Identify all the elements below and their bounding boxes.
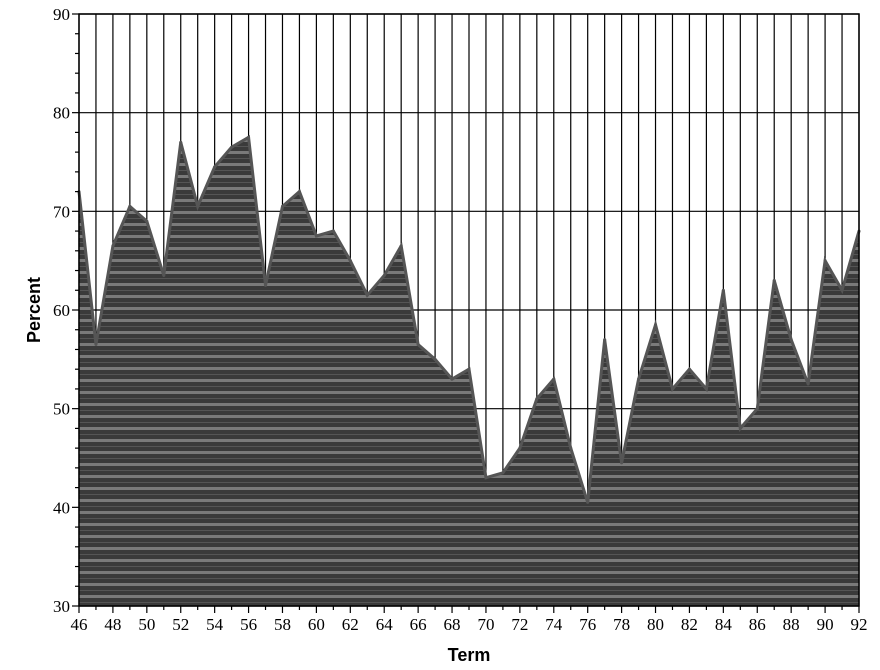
x-tick-label: 74 [545, 615, 563, 634]
data-point [280, 204, 284, 208]
x-tick-label: 58 [274, 615, 291, 634]
data-point [840, 288, 844, 292]
data-point [213, 165, 217, 169]
data-point [569, 446, 573, 450]
y-tick-label: 40 [53, 498, 70, 517]
data-point [162, 273, 166, 277]
x-tick-label: 84 [715, 615, 733, 634]
data-point [196, 204, 200, 208]
data-point [789, 338, 793, 342]
data-point [484, 476, 488, 480]
data-point [179, 140, 183, 144]
x-tick-label: 62 [342, 615, 359, 634]
data-points [77, 135, 861, 504]
x-tick-label: 68 [444, 615, 461, 634]
data-point [264, 283, 268, 287]
data-point [721, 288, 725, 292]
data-point [603, 338, 607, 342]
data-point [331, 229, 335, 233]
data-point [297, 190, 301, 194]
x-tick-label: 76 [579, 615, 596, 634]
y-tick-label: 50 [53, 400, 70, 419]
data-point [128, 204, 132, 208]
x-tick-label: 90 [817, 615, 834, 634]
y-tick-label: 30 [53, 597, 70, 616]
y-tick-label: 80 [53, 104, 70, 123]
data-point [620, 461, 624, 465]
data-point [94, 343, 98, 347]
x-tick-label: 56 [240, 615, 257, 634]
data-point [755, 407, 759, 411]
x-tick-label: 92 [851, 615, 868, 634]
x-axis-ticks: 46 48 50 52 54 56 58 60 62 64 66 68 70 72 74 76 78 80 82 84… [71, 606, 868, 634]
x-tick-label: 88 [783, 615, 800, 634]
data-point [365, 293, 369, 297]
x-tick-label: 70 [477, 615, 494, 634]
data-point [535, 397, 539, 401]
data-point [738, 426, 742, 430]
x-tick-label: 50 [138, 615, 155, 634]
data-point [247, 135, 251, 139]
data-point [772, 278, 776, 282]
x-tick-label: 82 [681, 615, 698, 634]
data-point [467, 367, 471, 371]
x-tick-label: 78 [613, 615, 630, 634]
data-point [518, 446, 522, 450]
data-point [230, 145, 234, 149]
data-point [501, 471, 505, 475]
data-point [348, 259, 352, 263]
y-tick-label: 60 [53, 301, 70, 320]
data-point [399, 244, 403, 248]
data-point [586, 500, 590, 504]
x-axis-title: Term [448, 645, 491, 665]
data-point [450, 377, 454, 381]
x-tick-label: 48 [104, 615, 121, 634]
data-point [637, 377, 641, 381]
x-tick-label: 86 [749, 615, 766, 634]
x-tick-label: 52 [172, 615, 189, 634]
data-point [670, 387, 674, 391]
x-tick-label: 60 [308, 615, 325, 634]
data-point [416, 343, 420, 347]
data-point [145, 219, 149, 223]
x-tick-label: 80 [647, 615, 664, 634]
data-point [382, 273, 386, 277]
data-point [433, 357, 437, 361]
x-tick-label: 66 [410, 615, 427, 634]
data-point [704, 387, 708, 391]
y-axis-ticks: 30 40 50 60 70 80 90 [53, 5, 79, 616]
data-point [823, 259, 827, 263]
y-tick-label: 90 [53, 5, 70, 24]
data-point [806, 382, 810, 386]
y-axis-title: Percent [24, 277, 44, 343]
data-point [552, 377, 556, 381]
data-point [314, 234, 318, 238]
x-tick-label: 54 [206, 615, 224, 634]
data-point [687, 367, 691, 371]
x-tick-label: 46 [71, 615, 88, 634]
x-tick-label: 64 [376, 615, 394, 634]
x-tick-label: 72 [511, 615, 528, 634]
y-tick-label: 70 [53, 202, 70, 221]
data-point [654, 323, 658, 327]
data-point [111, 244, 115, 248]
